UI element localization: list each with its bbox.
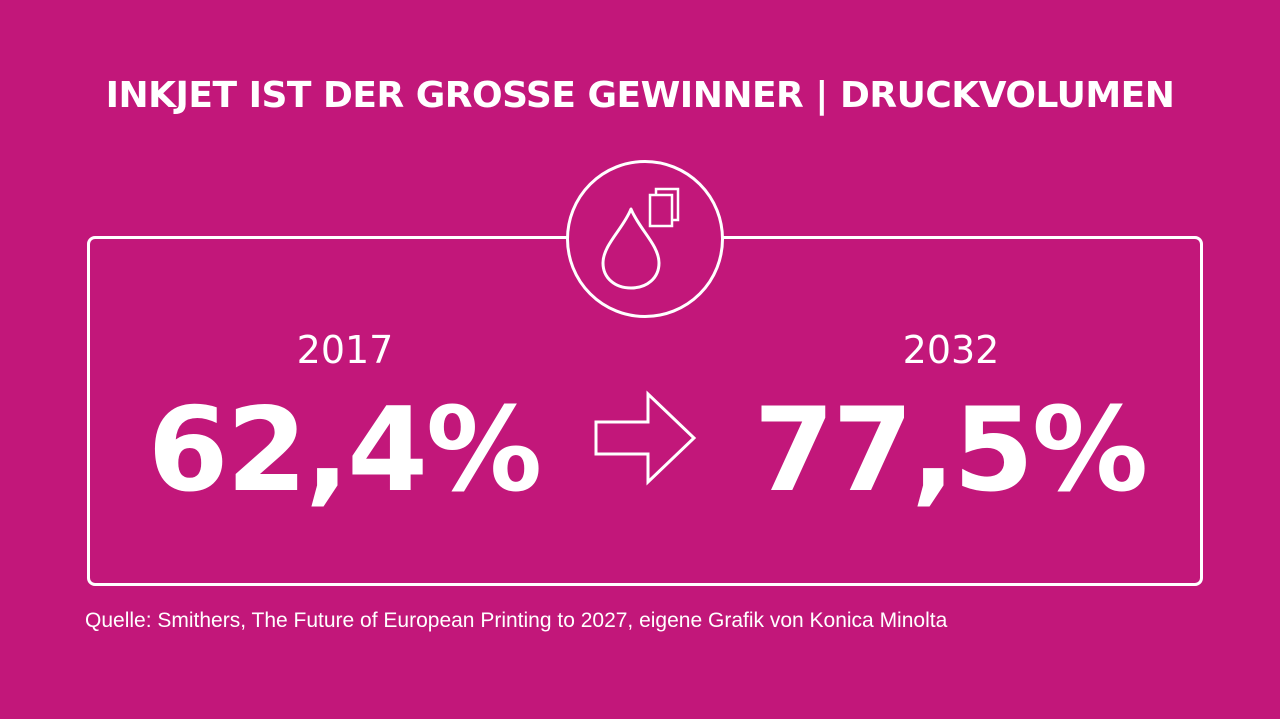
arrow-right-icon (594, 390, 697, 486)
source-note: Quelle: Smithers, The Future of European… (85, 609, 948, 632)
ink-drop-icon (601, 207, 661, 290)
year-to: 2032 (902, 328, 1000, 372)
page-title: INKJET IST DER GROSSE GEWINNER | DRUCKVO… (105, 75, 1175, 116)
value-to: 77,5% (753, 383, 1148, 518)
value-from: 62,4% (147, 383, 542, 518)
icon-badge (566, 160, 724, 318)
page-front-icon (648, 193, 674, 228)
ink-drop-and-pages-icon (601, 187, 680, 290)
year-from: 2017 (296, 328, 394, 372)
